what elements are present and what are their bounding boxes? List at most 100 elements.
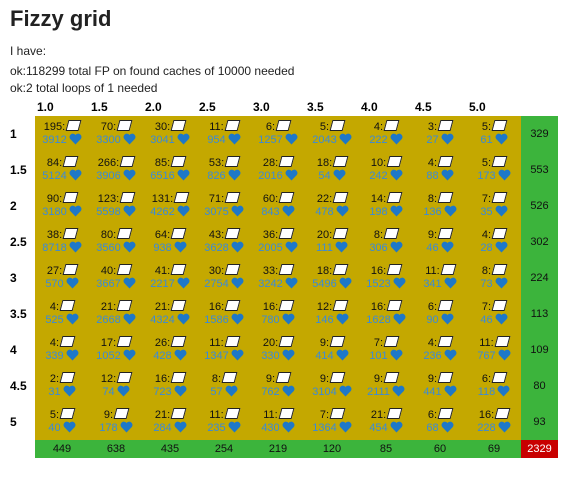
cell-count-line: 43: bbox=[197, 228, 251, 241]
cache-count: 11: bbox=[479, 337, 494, 349]
favorite-points: 414 bbox=[315, 350, 334, 362]
cell-count-line: 11: bbox=[467, 336, 521, 349]
favorite-points: 330 bbox=[261, 350, 280, 362]
cache-icon bbox=[170, 336, 187, 347]
cache-count: 7: bbox=[319, 409, 330, 421]
cell-fp-line: 330 bbox=[251, 349, 305, 364]
cell-count-line: 6: bbox=[413, 300, 467, 313]
favorite-points: 428 bbox=[153, 350, 172, 362]
cache-icon bbox=[119, 192, 136, 203]
grid-cell: 4: 28 bbox=[467, 224, 521, 260]
favorite-points: 938 bbox=[153, 242, 172, 254]
cell-fp-line: 74 bbox=[89, 385, 143, 400]
favorite-points: 242 bbox=[369, 170, 388, 182]
cell-count-line: 4: bbox=[413, 336, 467, 349]
favorite-points: 74 bbox=[102, 386, 115, 398]
favorite-points: 111 bbox=[316, 242, 333, 254]
cache-icon bbox=[437, 192, 454, 203]
row-total: 553 bbox=[521, 152, 558, 188]
row-total: 526 bbox=[521, 188, 558, 224]
cell-fp-line: 5496 bbox=[305, 277, 359, 292]
cache-count: 9: bbox=[103, 409, 114, 421]
fizzy-table: 1.0 1.5 2.0 2.5 3.0 3.5 4.0 4.5 5.0 1 195: 3912 70: 3… bbox=[10, 98, 558, 458]
cache-count: 6: bbox=[481, 373, 492, 385]
cache-icon bbox=[170, 372, 187, 383]
cache-icon bbox=[332, 192, 349, 203]
cache-count: 70: bbox=[100, 121, 117, 133]
favorite-points: 1628 bbox=[366, 314, 391, 326]
cell-count-line: 12: bbox=[89, 372, 143, 385]
favorite-points: 3912 bbox=[42, 134, 67, 146]
totals-row: 449 638 435 254 219 120 85 60 69 2329 bbox=[10, 440, 558, 458]
cell-fp-line: 570 bbox=[35, 277, 89, 292]
heart-icon bbox=[339, 133, 352, 148]
heart-icon bbox=[498, 421, 511, 436]
cache-icon bbox=[386, 264, 403, 275]
cache-count: 20: bbox=[262, 337, 279, 349]
grid-cell: 21: 284 bbox=[143, 404, 197, 440]
heart-icon bbox=[390, 169, 403, 184]
heart-icon bbox=[336, 313, 349, 328]
cache-count: 64: bbox=[154, 229, 171, 241]
cell-count-line: 4: bbox=[35, 300, 89, 313]
cache-icon bbox=[275, 120, 292, 131]
favorite-points: 1257 bbox=[258, 134, 283, 146]
cache-count: 5: bbox=[49, 409, 60, 421]
cell-fp-line: 2111 bbox=[359, 385, 413, 400]
cache-icon bbox=[386, 192, 403, 203]
cell-fp-line: 2217 bbox=[143, 277, 197, 292]
cell-fp-line: 35 bbox=[467, 205, 521, 220]
cache-icon bbox=[437, 336, 454, 347]
favorite-points: 3075 bbox=[204, 206, 229, 218]
grid-cell: 8: 136 bbox=[413, 188, 467, 224]
cell-fp-line: 46 bbox=[467, 313, 521, 328]
favorite-points: 236 bbox=[423, 350, 442, 362]
favorite-points: 767 bbox=[477, 350, 496, 362]
cache-count: 71: bbox=[208, 193, 225, 205]
heart-icon bbox=[63, 385, 76, 400]
row-header: 1.5 bbox=[10, 163, 27, 177]
grid-cell: 30: 2754 bbox=[197, 260, 251, 296]
cache-icon bbox=[332, 300, 349, 311]
cache-count: 26: bbox=[154, 337, 171, 349]
cache-count: 53: bbox=[208, 157, 225, 169]
cache-icon bbox=[62, 192, 79, 203]
cell-fp-line: 3560 bbox=[89, 241, 143, 256]
favorite-points: 4262 bbox=[150, 206, 175, 218]
heart-icon bbox=[123, 241, 136, 256]
cache-icon bbox=[329, 372, 346, 383]
cell-fp-line: 428 bbox=[143, 349, 197, 364]
grid-cell: 7: 46 bbox=[467, 296, 521, 332]
cell-count-line: 8: bbox=[197, 372, 251, 385]
favorite-points: 198 bbox=[369, 206, 388, 218]
cache-icon bbox=[224, 192, 241, 203]
column-total: 85 bbox=[359, 440, 413, 458]
cell-count-line: 8: bbox=[359, 228, 413, 241]
heart-icon bbox=[63, 421, 76, 436]
row-total: 80 bbox=[521, 368, 558, 404]
cache-count: 4: bbox=[373, 121, 384, 133]
cache-count: 90: bbox=[46, 193, 63, 205]
cell-fp-line: 2016 bbox=[251, 169, 305, 184]
favorite-points: 31 bbox=[48, 386, 61, 398]
cell-count-line: 12: bbox=[305, 300, 359, 313]
cache-icon bbox=[59, 372, 76, 383]
cell-count-line: 80: bbox=[89, 228, 143, 241]
cache-icon bbox=[437, 156, 454, 167]
cache-icon bbox=[59, 336, 76, 347]
favorite-points: 178 bbox=[99, 422, 118, 434]
grid-cell: 21: 454 bbox=[359, 404, 413, 440]
grid-cell: 4: 236 bbox=[413, 332, 467, 368]
cache-icon bbox=[437, 300, 454, 311]
row-header: 2 bbox=[10, 199, 17, 213]
cell-count-line: 21: bbox=[89, 300, 143, 313]
cache-icon bbox=[116, 372, 133, 383]
favorite-points: 46 bbox=[426, 242, 439, 254]
favorite-points: 222 bbox=[369, 134, 388, 146]
cache-icon bbox=[278, 192, 295, 203]
cache-count: 40: bbox=[100, 265, 117, 277]
cell-fp-line: 2005 bbox=[251, 241, 305, 256]
heart-icon bbox=[225, 385, 238, 400]
grid-cell: 26: 428 bbox=[143, 332, 197, 368]
grid-cell: 12: 74 bbox=[89, 368, 143, 404]
